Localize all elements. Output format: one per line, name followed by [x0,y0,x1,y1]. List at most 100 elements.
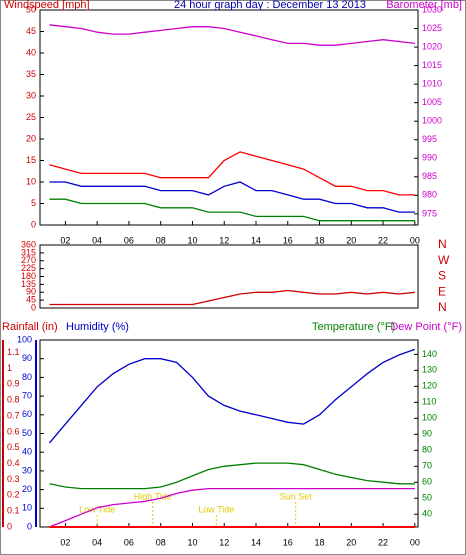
rain-tick-label: 0.4 [7,458,20,468]
y-tick-label: 30 [22,465,32,475]
rain-tick-label: 0.9 [7,379,20,389]
y2-tick-label: 140 [422,349,437,359]
y2-tick-label: 110 [422,397,436,407]
y-tick-label: 40 [26,47,36,57]
x-tick-label: 00 [410,235,420,245]
y2-tick-label: 120 [422,381,437,391]
y2-tick-label: 130 [422,365,437,375]
y-tick-label: 90 [22,353,32,363]
y-tick-label: 225 [21,263,36,273]
y2-axis-label: Temperature (°F) [312,321,395,333]
y-tick-label: 50 [22,428,32,438]
rain-tick-label: 0 [7,521,12,531]
y2-tick-label: 1025 [422,23,442,33]
y2-tick-label: 1010 [422,79,442,89]
chart-title: 24 hour graph day : December 13 2013 [174,0,366,11]
rain-tick-label: 0.8 [7,395,20,405]
y2-tick-label: 70 [422,461,432,471]
y2-tick-label: 995 [422,134,437,144]
x-tick-label: 14 [251,235,261,245]
x-tick-label: 16 [283,537,293,547]
y-tick-label: 45 [26,295,36,305]
rain-tick-label: 0.7 [7,410,20,420]
direction-label: E [438,284,446,298]
y-tick-label: 0 [27,521,32,531]
x-tick-label: 04 [92,537,102,547]
x-tick-label: 22 [378,235,388,245]
y-tick-label: 40 [22,447,32,457]
y2-tick-label: 100 [422,413,437,423]
y-tick-label: 25 [26,112,36,122]
y2-tick-label: 1030 [422,4,442,14]
y-tick-label: 90 [26,287,36,297]
y-tick-label: 45 [26,26,36,36]
x-tick-label: 10 [187,537,197,547]
y2-tick-label: 40 [422,509,432,519]
series-line [49,487,415,528]
x-tick-label: 08 [156,537,166,547]
y-tick-label: 0 [31,302,36,312]
x-tick-label: 02 [60,537,70,547]
y-tick-label: 80 [22,372,32,382]
x-tick-label: 02 [60,235,70,245]
rain-tick-label: 0.3 [7,474,20,484]
x-tick-label: 12 [219,537,229,547]
y-tick-label: 50 [26,4,36,14]
annotation: Sun Set [280,491,313,501]
x-tick-label: 18 [315,537,325,547]
x-tick-label: 08 [156,235,166,245]
direction-label: N [438,237,447,251]
rain-tick-label: 0.1 [7,506,20,516]
y-tick-label: 0 [31,219,36,229]
y-tick-label: 20 [26,133,36,143]
annotation: Low Tide [79,504,115,514]
x-tick-label: 16 [283,235,293,245]
y2-tick-label: 80 [422,445,432,455]
y-tick-label: 15 [26,155,36,165]
y-tick-label: 5 [31,198,36,208]
y3-axis-label: Dew Point (°F) [390,321,462,333]
series-line [49,348,416,444]
direction-label: S [438,269,446,283]
y2-tick-label: 985 [422,171,437,181]
series-line [49,198,415,222]
y-tick-label: 315 [21,247,36,257]
y2-tick-label: 60 [422,477,432,487]
annotation: Low Tide [198,504,234,514]
series-line [49,289,415,306]
y-tick-label: 35 [26,69,36,79]
y-tick-label: 180 [21,271,36,281]
x-tick-label: 00 [410,537,420,547]
x-tick-label: 20 [346,537,356,547]
y-tick-label: 20 [22,484,32,494]
series-line [49,181,415,213]
x-tick-label: 12 [219,235,229,245]
x-tick-label: 10 [187,235,197,245]
y2-tick-label: 90 [422,429,432,439]
y2-tick-label: 1015 [422,60,442,70]
rain-tick-label: 1.1 [7,347,20,357]
y2-tick-label: 1005 [422,97,442,107]
x-tick-label: 20 [346,235,356,245]
x-tick-label: 06 [124,537,134,547]
direction-label: W [438,253,450,267]
y-tick-label: 360 [21,239,36,249]
y2-tick-label: 980 [422,190,437,200]
y2-tick-label: 1020 [422,41,442,51]
y-tick-label: 70 [22,390,32,400]
rain-tick-label: 0.5 [7,442,20,452]
y-tick-label: 270 [21,255,36,265]
annotation: High Tide [134,491,172,501]
y2-tick-label: 1000 [422,116,442,126]
y2-tick-label: 990 [422,153,437,163]
series-line [49,151,415,196]
y-tick-label: 10 [22,503,32,513]
direction-label: N [438,300,447,314]
y2-axis-label: Barometer [mb] [386,0,462,11]
y2-tick-label: 975 [422,208,437,218]
x-tick-label: 04 [92,235,102,245]
x-tick-label: 14 [251,537,261,547]
x-tick-label: 06 [124,235,134,245]
